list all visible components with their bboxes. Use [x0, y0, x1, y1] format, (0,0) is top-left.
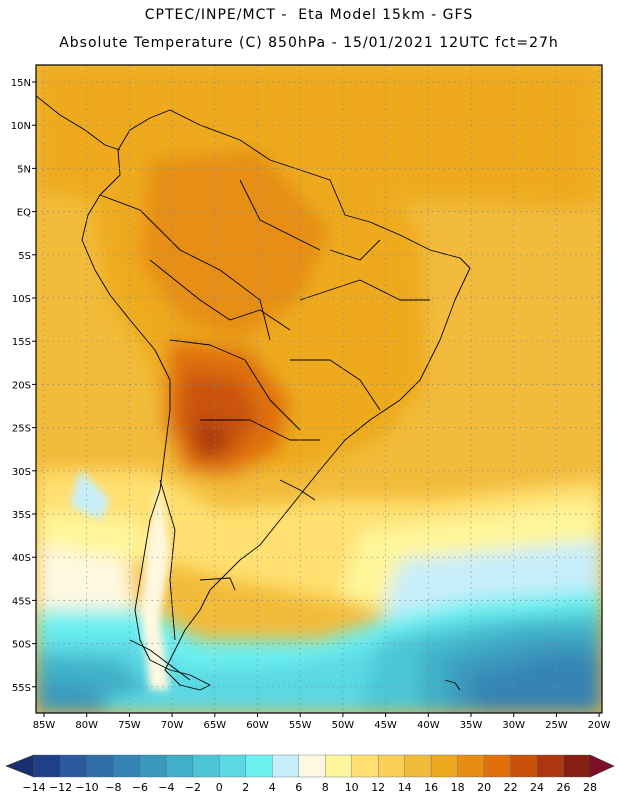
lon-tick-label: 45W	[374, 720, 397, 731]
lat-tick-label: 15S	[12, 337, 31, 348]
colorbar-label: 14	[398, 781, 412, 794]
lat-tick-label: 55S	[12, 683, 31, 694]
colorbar-label: 2	[242, 781, 249, 794]
colorbar-swatch	[298, 754, 326, 778]
lon-tick-label: 20W	[588, 720, 611, 731]
colorbar-label: 28	[583, 781, 597, 794]
lat-lon-grid	[36, 65, 602, 713]
coastlines	[36, 95, 471, 691]
lat-tick-label: 30S	[12, 467, 31, 478]
lat-tick-label: 20S	[12, 380, 31, 391]
colorbar-label: 8	[322, 781, 329, 794]
lat-tick-label: 5S	[18, 251, 31, 262]
colorbar-label: −6	[132, 781, 148, 794]
lat-tick-label: 10N	[11, 121, 31, 132]
colorbar-swatch	[33, 754, 61, 778]
lon-tick-label: 80W	[75, 720, 98, 731]
colorbar-label: 6	[295, 781, 302, 794]
colorbar-swatch	[166, 754, 194, 778]
colorbar-low-arrow	[5, 754, 35, 778]
colorbar-label: 16	[424, 781, 438, 794]
colorbar-swatch	[219, 754, 247, 778]
lon-tick-label: 55W	[289, 720, 312, 731]
colorbar-label: 12	[371, 781, 385, 794]
colorbar-swatch	[483, 754, 512, 778]
colorbar-swatch	[139, 754, 167, 778]
lat-tick-label: 15N	[11, 78, 31, 89]
lat-tick-label: 35S	[12, 510, 31, 521]
colorbar-label: 10	[345, 781, 359, 794]
colorbar-swatch	[351, 754, 379, 778]
lon-tick-label: 30W	[502, 720, 525, 731]
lon-tick-label: 85W	[33, 720, 56, 731]
lat-tick-label: 45S	[12, 596, 31, 607]
colorbar-label: −8	[105, 781, 121, 794]
colorbar-swatch	[430, 754, 459, 778]
colorbar-label: −10	[75, 781, 98, 794]
colorbar-label: 4	[269, 781, 276, 794]
colorbar-label: −4	[158, 781, 174, 794]
colorbar-label: 26	[557, 781, 571, 794]
lon-tick-label: 35W	[460, 720, 483, 731]
colorbar-swatch	[272, 754, 300, 778]
colorbar: −14 −12 −10 −8 −6 −4 −2 0 2 4 6 8 10 12 14 16 18 20 22 24 26…	[5, 754, 615, 794]
lat-tick-label: EQ	[17, 208, 31, 219]
lon-tick-label: 60W	[246, 720, 269, 731]
lat-tick-label: 10S	[12, 294, 31, 305]
longitude-axis: 85W 80W 75W 70W 65W 60W 55W 50W 45W 40W 35W 30W 25W 2…	[33, 713, 611, 731]
lat-tick-label: 40S	[12, 553, 31, 564]
colorbar-swatch	[60, 754, 88, 778]
lon-tick-label: 65W	[203, 720, 226, 731]
lon-tick-label: 25W	[545, 720, 568, 731]
colorbar-high-arrow	[589, 754, 615, 778]
colorbar-label: −2	[185, 781, 201, 794]
temperature-field	[36, 65, 602, 713]
lat-tick-label: 50S	[12, 640, 31, 651]
colorbar-label: −14	[22, 781, 45, 794]
lon-tick-label: 40W	[417, 720, 440, 731]
lat-tick-label: 5N	[17, 164, 31, 175]
latitude-axis: 15N 10N 5N EQ 5S 10S 15S 20S 25S 30S 35S 40S 45S 50S 5…	[11, 78, 36, 694]
map-subtitle: Absolute Temperature (C) 850hPa - 15/01/…	[59, 35, 559, 51]
lon-tick-label: 75W	[118, 720, 141, 731]
colorbar-swatch	[510, 754, 538, 778]
map-title: CPTEC/INPE/MCT - Eta Model 15km - GFS	[144, 7, 474, 23]
lat-tick-label: 25S	[12, 424, 31, 435]
colorbar-label: −12	[49, 781, 72, 794]
colorbar-swatch	[192, 754, 220, 778]
colorbar-swatch	[536, 754, 565, 778]
colorbar-swatch	[325, 754, 353, 778]
lon-tick-label: 70W	[161, 720, 184, 731]
colorbar-swatch	[113, 754, 141, 778]
colorbar-swatch	[86, 754, 114, 778]
colorbar-label: 20	[477, 781, 491, 794]
colorbar-label: 24	[530, 781, 544, 794]
colorbar-swatch	[404, 754, 432, 778]
lon-tick-label: 50W	[332, 720, 355, 731]
colorbar-label: 18	[451, 781, 465, 794]
map-frame	[35, 64, 603, 714]
colorbar-label: 22	[504, 781, 518, 794]
colorbar-label: 0	[216, 781, 223, 794]
colorbar-swatch	[245, 754, 273, 778]
colorbar-swatch	[563, 754, 591, 778]
colorbar-swatch	[377, 754, 406, 778]
colorbar-swatch	[457, 754, 485, 778]
